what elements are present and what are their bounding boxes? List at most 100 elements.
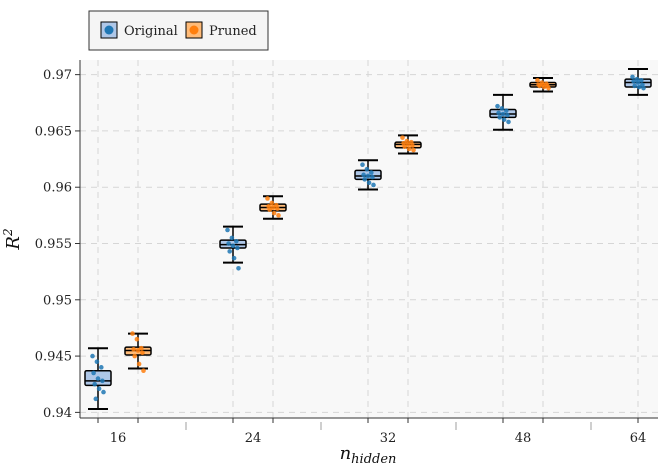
- data-point: [405, 142, 411, 147]
- data-point: [94, 359, 100, 365]
- data-point: [505, 112, 510, 118]
- data-point: [269, 200, 275, 206]
- data-point: [402, 144, 408, 149]
- data-point: [400, 135, 405, 140]
- legend: Original Pruned: [88, 10, 269, 51]
- data-point: [99, 365, 104, 370]
- x-tick-label: 32: [380, 431, 397, 446]
- y-tick-label: 0.965: [35, 124, 72, 139]
- category-separators: [185, 422, 592, 430]
- box-plot-series: [84, 68, 652, 410]
- data-point: [236, 265, 241, 271]
- x-tick-label: 24: [245, 431, 262, 446]
- data-point: [234, 238, 239, 244]
- data-point: [495, 103, 500, 109]
- data-point: [535, 77, 540, 83]
- data-point: [267, 207, 273, 213]
- data-point: [134, 336, 140, 342]
- x-axis-title-main: n: [340, 443, 352, 464]
- data-point: [362, 177, 368, 182]
- data-point: [90, 353, 95, 359]
- data-point: [276, 213, 281, 218]
- data-point: [275, 206, 280, 211]
- legend-frame: [88, 10, 269, 51]
- data-point: [130, 331, 135, 336]
- data-point: [132, 353, 137, 359]
- data-point: [96, 386, 102, 392]
- data-point: [541, 84, 547, 90]
- data-point: [369, 170, 374, 175]
- data-point: [93, 396, 99, 402]
- data-point: [91, 370, 96, 376]
- y-axis: 0.94 0.945 0.95 0.955 0.96 0.965 0.97: [35, 68, 80, 421]
- data-point: [229, 235, 235, 241]
- legend-label-original: Original: [124, 24, 178, 39]
- y-axis-title: R2: [1, 228, 24, 250]
- data-point: [140, 350, 145, 356]
- data-point: [135, 348, 141, 353]
- x-axis-title-subscript: hidden: [351, 452, 396, 467]
- box-group-original-48: [489, 93, 517, 131]
- box-group-pruned-16: [124, 331, 152, 374]
- data-point: [270, 205, 276, 210]
- data-point: [499, 106, 505, 111]
- data-point: [496, 110, 501, 116]
- data-point: [504, 108, 509, 113]
- plot-background: [80, 60, 658, 418]
- x-tick-label: 16: [110, 431, 127, 446]
- x-axis: 16 24 32 48 64: [97, 418, 647, 446]
- data-point: [226, 241, 231, 246]
- legend-label-pruned: Pruned: [209, 24, 257, 39]
- y-axis-title-main: R: [3, 236, 24, 251]
- data-point: [371, 182, 376, 188]
- data-point: [92, 381, 97, 387]
- x-axis-title: nhidden: [340, 443, 397, 467]
- data-point: [546, 85, 551, 91]
- data-point: [635, 80, 641, 85]
- data-point: [95, 376, 101, 381]
- data-point: [632, 83, 637, 89]
- data-point: [631, 79, 636, 84]
- data-point: [265, 196, 270, 201]
- x-tick-label: 48: [515, 431, 532, 446]
- data-point: [501, 117, 507, 122]
- y-tick-label: 0.95: [43, 293, 72, 308]
- data-point: [225, 227, 230, 233]
- data-point: [365, 173, 371, 179]
- y-tick-label: 0.955: [35, 237, 72, 252]
- box-group-pruned-48: [529, 77, 557, 93]
- legend-marker-original: [104, 25, 114, 35]
- y-tick-label: 0.97: [43, 68, 72, 83]
- box-group-original-64: [624, 68, 652, 96]
- data-point: [364, 166, 370, 172]
- data-point: [410, 143, 415, 148]
- data-point: [641, 85, 646, 91]
- box-group-original-16: [84, 347, 112, 410]
- box-group-pruned-24: [259, 195, 287, 220]
- data-point: [370, 174, 375, 180]
- data-point: [497, 115, 503, 120]
- data-point: [537, 83, 542, 89]
- y-axis-title-superscript: 2: [1, 228, 15, 237]
- data-point: [136, 361, 142, 367]
- data-point: [500, 111, 506, 117]
- data-point: [139, 345, 144, 351]
- data-point: [636, 84, 642, 90]
- y-tick-label: 0.96: [43, 181, 72, 196]
- data-point: [131, 347, 136, 352]
- legend-marker-pruned: [189, 25, 199, 35]
- data-point: [227, 249, 232, 254]
- data-point: [101, 389, 106, 395]
- y-tick-label: 0.94: [43, 406, 72, 421]
- box-group-original-32: [354, 159, 382, 191]
- data-point: [411, 147, 416, 153]
- data-point: [366, 180, 372, 186]
- data-point: [141, 368, 146, 374]
- x-tick-label: 64: [630, 431, 647, 446]
- data-point: [230, 243, 236, 249]
- data-point: [361, 172, 366, 178]
- data-point: [271, 210, 277, 216]
- data-point: [360, 162, 365, 167]
- data-point: [231, 255, 237, 261]
